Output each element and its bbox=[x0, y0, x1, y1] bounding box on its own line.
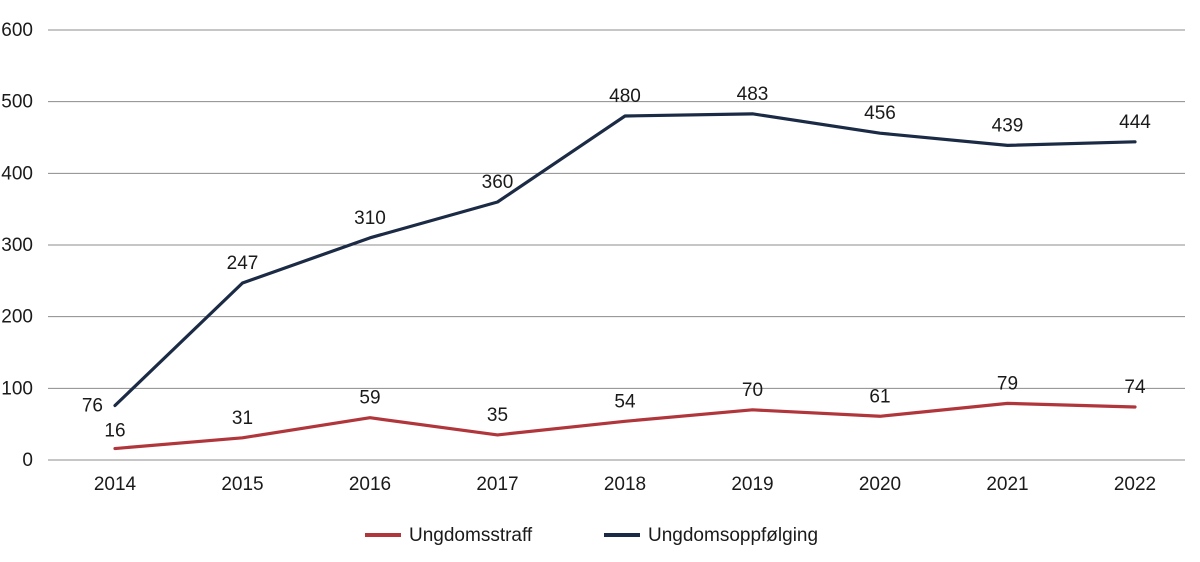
data-label-1-2: 310 bbox=[354, 208, 386, 229]
y-tick-label-400: 400 bbox=[1, 163, 33, 184]
y-tick-label-600: 600 bbox=[1, 20, 33, 41]
data-label-1-5: 483 bbox=[737, 84, 769, 105]
series-line-ungdomsoppfolging bbox=[113, 112, 1137, 408]
x-tick-label-2021: 2021 bbox=[986, 474, 1028, 495]
legend-label-0: Ungdomsstraff bbox=[409, 525, 533, 546]
data-label-0-4: 54 bbox=[614, 391, 636, 412]
legend-label-1: Ungdomsoppfølging bbox=[648, 525, 818, 546]
data-label-1-1: 247 bbox=[227, 253, 259, 274]
data-label-0-0: 16 bbox=[104, 421, 125, 442]
y-axis: 0 100 200 300 400 500 600 bbox=[1, 20, 33, 471]
x-tick-label-2016: 2016 bbox=[349, 474, 391, 495]
data-label-0-7: 79 bbox=[997, 373, 1018, 394]
y-tick-label-200: 200 bbox=[1, 307, 33, 328]
legend-item-ungdomsoppfolging: Ungdomsoppfølging bbox=[604, 525, 818, 546]
x-tick-label-2015: 2015 bbox=[221, 474, 263, 495]
data-label-0-8: 74 bbox=[1124, 377, 1146, 398]
data-label-1-8: 444 bbox=[1119, 112, 1151, 133]
data-label-0-1: 31 bbox=[232, 408, 253, 429]
data-label-1-3: 360 bbox=[482, 172, 514, 193]
x-axis: 2014 2015 2016 2017 2018 2019 2020 2021 2022 bbox=[94, 474, 1156, 495]
x-tick-label-2022: 2022 bbox=[1114, 474, 1156, 495]
x-tick-label-2020: 2020 bbox=[859, 474, 901, 495]
y-tick-label-100: 100 bbox=[1, 378, 33, 399]
data-label-0-2: 59 bbox=[359, 388, 380, 409]
series-group bbox=[113, 112, 1137, 451]
legend-item-ungdomsstraff: Ungdomsstraff bbox=[365, 525, 533, 546]
data-labels: 16 31 59 35 54 70 61 79 74 76 247 310 360 480 483 456 43… bbox=[82, 84, 1151, 442]
x-tick-label-2014: 2014 bbox=[94, 474, 137, 495]
data-label-1-7: 439 bbox=[992, 115, 1024, 136]
data-label-1-4: 480 bbox=[609, 86, 641, 107]
gridlines bbox=[48, 29, 1185, 461]
y-tick-label-500: 500 bbox=[1, 92, 33, 113]
x-tick-label-2017: 2017 bbox=[476, 474, 518, 495]
y-tick-label-300: 300 bbox=[1, 235, 33, 256]
data-label-0-5: 70 bbox=[742, 380, 763, 401]
legend: Ungdomsstraff Ungdomsoppfølging bbox=[365, 525, 818, 546]
data-label-0-6: 61 bbox=[869, 386, 890, 407]
x-tick-label-2019: 2019 bbox=[731, 474, 773, 495]
y-tick-label-0: 0 bbox=[22, 450, 33, 471]
data-label-0-3: 35 bbox=[487, 405, 508, 426]
data-label-1-0: 76 bbox=[82, 396, 103, 417]
x-tick-label-2018: 2018 bbox=[604, 474, 646, 495]
data-label-1-6: 456 bbox=[864, 103, 896, 124]
